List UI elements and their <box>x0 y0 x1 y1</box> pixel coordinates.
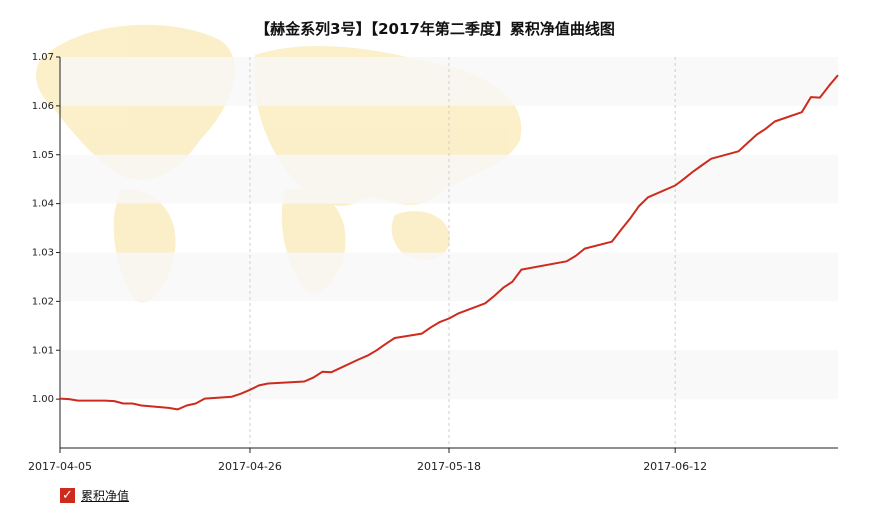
chart-title: 【赫金系列3号】【2017年第二季度】累积净值曲线图 <box>255 20 615 38</box>
y-tick-label: 1.01 <box>32 345 54 356</box>
map-continent <box>391 211 450 260</box>
x-tick-label: 2017-04-26 <box>218 460 282 473</box>
legend-label[interactable]: 累积净值 <box>81 489 130 503</box>
legend-checkbox-icon[interactable]: ✓ <box>60 488 75 503</box>
x-tick-label: 2017-06-12 <box>643 460 707 473</box>
y-tick-label: 1.00 <box>32 394 54 405</box>
x-tick-label: 2017-05-18 <box>417 460 481 473</box>
y-tick-label: 1.06 <box>32 101 54 112</box>
grid-band <box>60 252 838 302</box>
y-tick-label: 1.04 <box>32 199 54 210</box>
legend-item[interactable]: ✓ 累积净值 <box>60 487 129 504</box>
y-tick-label: 1.03 <box>32 248 54 259</box>
y-tick-label: 1.07 <box>32 52 54 63</box>
y-tick-label: 1.02 <box>32 296 54 307</box>
series-line-cumulative-nav <box>59 74 839 411</box>
x-tick-label: 2017-04-05 <box>28 460 92 473</box>
y-tick-label: 1.05 <box>32 150 54 161</box>
